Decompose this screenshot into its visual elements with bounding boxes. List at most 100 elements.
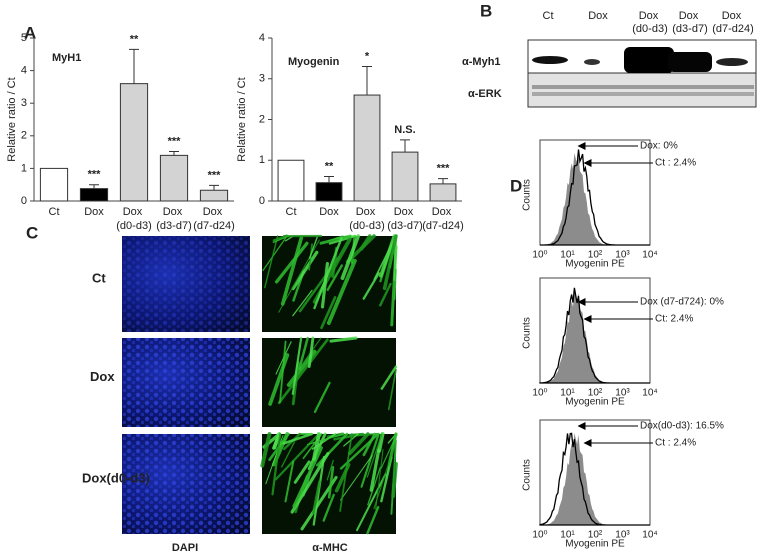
x-tick-label: 10⁴ [642, 250, 657, 261]
blot-row-label: α-Myh1 [462, 56, 501, 68]
lane-label: Ct [543, 10, 554, 22]
myotube [312, 480, 321, 515]
myotube [377, 432, 385, 453]
myotube [260, 432, 272, 468]
lane-label: Dox [588, 10, 608, 22]
histogram-fill [540, 291, 650, 383]
y-tick-label: 3 [21, 97, 27, 109]
myotube [340, 455, 373, 501]
row-label: Dox [90, 369, 115, 384]
y-tick-label: 3 [259, 73, 265, 85]
bar [429, 183, 457, 202]
myotube [320, 296, 337, 330]
bar [199, 189, 229, 202]
significance: *** [208, 169, 222, 181]
significance: *** [437, 162, 451, 174]
myotube [362, 432, 377, 457]
myotube [320, 261, 329, 309]
bar [277, 159, 305, 202]
myotube [298, 256, 340, 313]
significance: ** [130, 33, 139, 45]
histogram-outline [540, 149, 650, 246]
myotube [340, 234, 361, 281]
myotube [379, 234, 396, 278]
myotube [313, 237, 343, 310]
bar [79, 188, 109, 202]
myotube [393, 268, 397, 301]
histogram-outline [539, 432, 650, 526]
myotube [322, 493, 335, 522]
myotube [326, 264, 343, 292]
x-tick-label: 10¹ [560, 388, 575, 399]
y-axis-label: Counts [522, 317, 533, 349]
bar [353, 94, 381, 202]
y-tick-label: 2 [259, 113, 265, 125]
x-tick-label: 10² [588, 530, 603, 541]
x-tick-label: Ct [286, 206, 297, 218]
bar [159, 154, 189, 202]
y-tick-label: 1 [21, 162, 27, 174]
significance: *** [168, 135, 182, 147]
significance: N.S. [394, 124, 415, 136]
myotube [311, 433, 337, 450]
myotube [366, 506, 380, 535]
myotube [326, 258, 357, 325]
dapi-nuclei [122, 236, 250, 332]
lane-label: Dox (d0-d3) [632, 10, 667, 35]
myotube [327, 465, 335, 499]
myotube [298, 336, 309, 370]
myotube [391, 462, 398, 499]
error-bar [89, 184, 99, 189]
x-axis-label: Myogenin PE [565, 539, 625, 550]
myotube [379, 282, 392, 307]
x-tick-label: 10² [588, 250, 603, 261]
myotube [380, 365, 398, 390]
panel-letter: B [480, 1, 492, 20]
myotube [382, 234, 398, 291]
significance: * [365, 50, 370, 62]
y-axis-label: Relative ratio / Ct [6, 77, 18, 161]
myotube [282, 432, 313, 445]
x-axis-label: Myogenin PE [565, 397, 625, 408]
x-tick-label: Dox (d0-d3) [116, 206, 151, 232]
myotube [280, 235, 304, 306]
column-label: DAPI [172, 542, 198, 554]
x-tick-label: Dox (d7-d24) [193, 206, 235, 232]
y-axis-label: Counts [522, 179, 533, 211]
x-tick-label: 10² [588, 388, 603, 399]
x-tick-label: 10⁰ [532, 250, 547, 261]
myotube [326, 459, 334, 481]
y-tick-label: 1 [259, 154, 265, 166]
panel-letter: D [510, 176, 522, 195]
lane-label: Dox (d7-d24) [712, 10, 754, 35]
y-tick-label: 4 [259, 32, 265, 44]
myotube [277, 338, 329, 405]
myotube [360, 432, 380, 488]
myotube [362, 272, 380, 300]
myotube [271, 432, 282, 496]
myotube [292, 446, 323, 509]
flow-annotation: Dox (d7-d724): 0% [640, 297, 724, 308]
row-label: Dox(d0-d3) [82, 470, 150, 485]
myotube [355, 473, 387, 532]
x-tick-label: Dox (d0-d3) [349, 206, 384, 232]
error-bar [209, 184, 219, 191]
myotube [292, 289, 313, 317]
x-tick-label: 10⁰ [532, 388, 547, 399]
myotube [306, 433, 345, 446]
myotube [308, 235, 319, 259]
myotube [281, 441, 296, 468]
blot-frame [527, 72, 757, 108]
bar [39, 167, 69, 202]
x-tick-label: Dox [84, 206, 104, 218]
row-label: Ct [92, 270, 106, 285]
x-tick-label: Ct [49, 206, 60, 218]
x-tick-label: 10³ [615, 388, 630, 399]
myotube [369, 448, 381, 492]
significance: *** [88, 169, 102, 181]
flow-annotation: Ct : 2.4% [655, 158, 696, 169]
error-bar [169, 150, 179, 156]
x-tick-label: 10⁴ [642, 530, 657, 541]
flow-annotation: Ct : 2.4% [655, 438, 696, 449]
